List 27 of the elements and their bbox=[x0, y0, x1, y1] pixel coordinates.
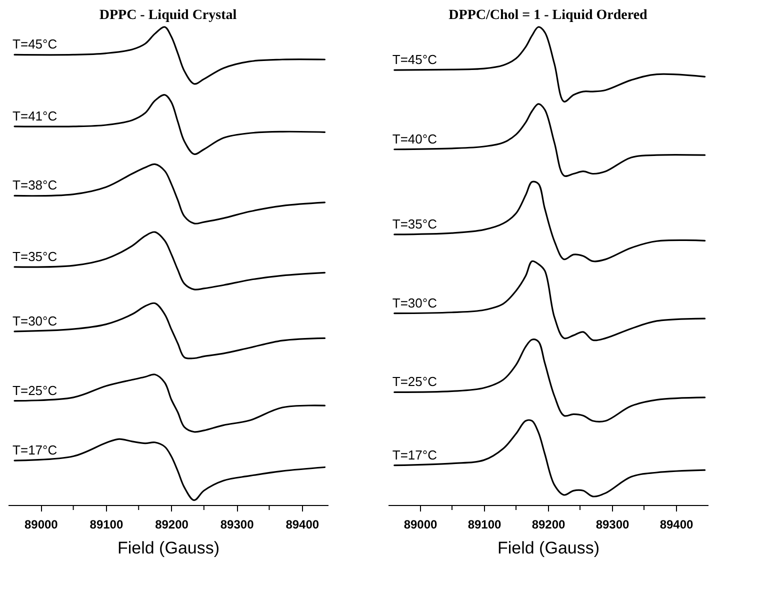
x-tick-label: 89100 bbox=[468, 518, 502, 532]
chart-title: DPPC/Chol = 1 - Liquid Ordered bbox=[448, 8, 648, 24]
series-label: T=40°C bbox=[392, 131, 437, 146]
x-tick-label: 89200 bbox=[532, 518, 566, 532]
series-label: T=25°C bbox=[392, 374, 437, 390]
series-label: T=17°C bbox=[12, 442, 58, 458]
chart-title: DPPC - Liquid Crystal bbox=[99, 8, 237, 24]
x-tick-label: 89000 bbox=[24, 518, 58, 532]
x-tick-label: 89400 bbox=[286, 518, 320, 532]
x-axis-title: Field (Gauss) bbox=[117, 538, 220, 558]
series-label: T=38°C bbox=[12, 178, 58, 193]
x-tick-label: 89100 bbox=[90, 518, 124, 532]
x-axis-title: Field (Gauss) bbox=[497, 538, 600, 558]
series-label: T=45°C bbox=[12, 36, 58, 52]
series-label: T=30°C bbox=[392, 295, 437, 310]
series-label: T=30°C bbox=[12, 313, 58, 328]
x-tick-label: 89300 bbox=[220, 518, 254, 532]
x-tick-label: 89300 bbox=[596, 518, 630, 532]
series-label: T=41°C bbox=[12, 108, 58, 124]
series-label: T=35°C bbox=[392, 216, 437, 232]
series-label: T=45°C bbox=[392, 52, 437, 68]
series-label: T=17°C bbox=[392, 447, 437, 462]
series-label: T=25°C bbox=[12, 382, 58, 398]
x-tick-label: 89000 bbox=[404, 518, 438, 532]
series-label: T=35°C bbox=[12, 248, 58, 264]
x-tick-label: 89400 bbox=[660, 518, 694, 532]
x-tick-label: 89200 bbox=[155, 518, 189, 532]
